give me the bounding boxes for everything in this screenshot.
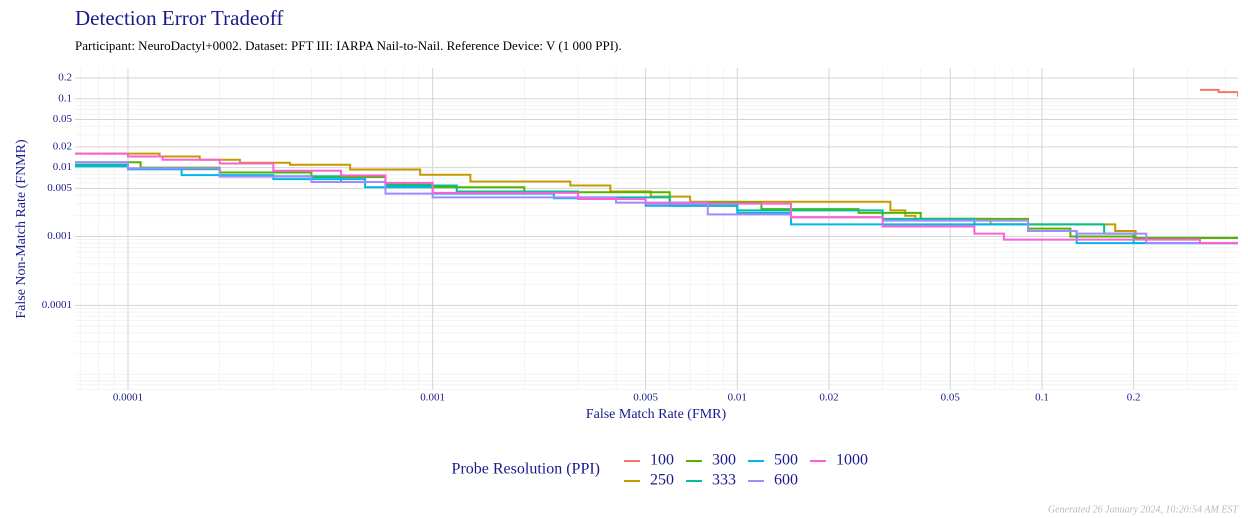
series-line [1199,88,1238,97]
y-tick-label: 0.0001 [42,299,72,311]
legend-label: 1000 [836,452,868,469]
x-tick-label: 0.02 [819,392,838,404]
x-tick-label: 0.01 [728,392,747,404]
chart-title: Detection Error Tradeoff [75,6,283,30]
legend-label: 300 [712,452,736,469]
x-tick-label: 0.2 [1127,392,1141,404]
legend-label: 600 [774,472,798,489]
y-tick-label: 0.05 [53,113,73,125]
x-tick-label: 0.05 [941,392,961,404]
legend-label: 250 [650,472,674,489]
legend-title: Probe Resolution (PPI) [452,461,600,478]
x-tick-label: 0.001 [420,392,445,404]
y-tick-label: 0.005 [47,182,72,194]
series-line [75,161,1238,240]
series-line [75,152,1238,245]
footer: Generated 26 January 2024, 10:20:54 AM E… [1048,504,1240,515]
x-axis-label: False Match Rate (FMR) [586,407,727,422]
y-tick-label: 0.2 [58,72,72,84]
grid [75,68,1238,390]
plot-lines [75,88,1238,245]
y-axis-label: False Non-Match Rate (FNMR) [14,139,29,319]
y-tick-label: 0.001 [47,230,72,242]
legend-label: 333 [712,472,736,489]
y-tick-label: 0.1 [58,92,72,104]
legend-label: 500 [774,452,798,469]
x-tick-label: 0.0001 [113,392,143,404]
x-tick-label: 0.1 [1035,392,1049,404]
legend-label: 100 [650,452,674,469]
chart-subtitle: Participant: NeuroDactyl+0002. Dataset: … [75,38,622,53]
x-tick-label: 0.005 [633,392,658,404]
y-tick-label: 0.01 [53,161,72,173]
y-tick-label: 0.02 [53,140,72,152]
